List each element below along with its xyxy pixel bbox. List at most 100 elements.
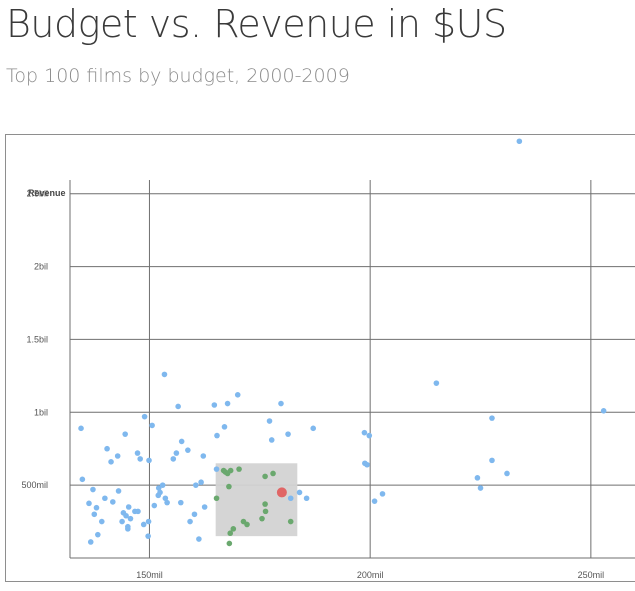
data-point[interactable] [211, 402, 218, 408]
highlighted-data-point[interactable] [227, 467, 234, 474]
data-point[interactable] [162, 495, 169, 502]
data-point[interactable] [310, 425, 317, 432]
data-point[interactable] [134, 450, 141, 456]
data-point[interactable] [213, 466, 220, 472]
data-point[interactable] [379, 491, 386, 497]
highlighted-data-point[interactable] [226, 540, 233, 547]
y-tick-label: 500mil [21, 480, 48, 490]
data-point[interactable] [104, 445, 110, 452]
data-point[interactable] [87, 539, 94, 545]
data-point[interactable] [371, 498, 378, 504]
y-tick-label: 2.5bil [26, 189, 48, 199]
data-point[interactable] [285, 431, 291, 437]
data-point[interactable] [115, 488, 122, 494]
data-point[interactable] [151, 502, 158, 509]
data-point[interactable] [489, 415, 495, 421]
data-point[interactable] [489, 457, 495, 464]
data-point[interactable] [98, 518, 105, 525]
highlighted-data-point[interactable] [226, 483, 232, 490]
data-point[interactable] [110, 499, 116, 505]
x-tick-label: 200mil [357, 570, 384, 580]
data-point[interactable] [141, 413, 148, 420]
data-point[interactable] [173, 450, 180, 456]
data-point[interactable] [170, 456, 177, 462]
data-point[interactable] [268, 437, 275, 443]
data-point[interactable] [157, 489, 163, 496]
data-point[interactable] [108, 459, 114, 465]
data-point[interactable] [477, 485, 484, 491]
data-point[interactable] [164, 499, 170, 506]
data-point[interactable] [140, 521, 147, 528]
data-point[interactable] [278, 400, 284, 407]
data-point[interactable] [234, 392, 241, 398]
data-point[interactable] [122, 431, 128, 437]
data-point[interactable] [224, 400, 231, 407]
data-point[interactable] [93, 504, 100, 511]
data-point[interactable] [193, 482, 199, 488]
page-subtitle: Top 100 films by budget, 2000-2009 [6, 65, 350, 87]
data-point[interactable] [175, 403, 181, 410]
data-point[interactable] [119, 518, 125, 525]
data-point[interactable] [145, 533, 151, 539]
data-point[interactable] [474, 475, 481, 481]
data-point[interactable] [366, 432, 373, 439]
highlighted-data-point[interactable] [262, 508, 269, 515]
data-point[interactable] [79, 476, 86, 483]
data-point[interactable] [191, 511, 198, 518]
data-point[interactable] [214, 432, 220, 439]
data-point[interactable] [161, 371, 168, 378]
chart-frame [5, 134, 635, 582]
data-point[interactable] [86, 500, 92, 507]
data-point[interactable] [200, 453, 207, 459]
data-point[interactable] [221, 424, 228, 430]
data-point[interactable] [516, 138, 523, 145]
data-point[interactable] [155, 485, 162, 491]
highlighted-data-point[interactable] [236, 466, 242, 472]
highlighted-data-point[interactable] [270, 470, 276, 477]
data-point[interactable] [145, 518, 152, 525]
highlighted-data-point[interactable] [244, 521, 250, 528]
data-point[interactable] [287, 495, 294, 502]
data-point[interactable] [102, 495, 108, 502]
data-point[interactable] [125, 504, 132, 510]
data-point[interactable] [504, 470, 510, 477]
data-point[interactable] [135, 508, 141, 515]
data-point[interactable] [159, 482, 166, 488]
highlighted-data-point[interactable] [230, 526, 237, 532]
data-point[interactable] [127, 515, 134, 522]
highlighted-data-point[interactable] [227, 530, 234, 537]
selected-point[interactable] [276, 487, 287, 498]
data-point[interactable] [198, 479, 204, 486]
data-point[interactable] [364, 461, 370, 468]
highlighted-data-point[interactable] [213, 495, 220, 502]
data-point[interactable] [137, 456, 143, 462]
highlighted-data-point[interactable] [262, 473, 268, 480]
highlighted-data-point[interactable] [287, 518, 294, 525]
data-point[interactable] [361, 429, 368, 436]
data-point[interactable] [125, 526, 131, 532]
data-point[interactable] [95, 531, 101, 538]
data-point[interactable] [146, 457, 152, 464]
y-axis-title: Revenue [28, 188, 66, 198]
highlighted-data-point[interactable] [259, 515, 265, 522]
data-point[interactable] [114, 453, 121, 459]
data-point[interactable] [177, 499, 184, 506]
data-point[interactable] [91, 511, 98, 518]
data-point[interactable] [600, 408, 607, 414]
data-point[interactable] [196, 536, 202, 542]
x-tick-label: 150mil [136, 570, 163, 580]
data-point[interactable] [187, 518, 193, 525]
data-point[interactable] [178, 438, 185, 445]
data-point[interactable] [185, 447, 191, 453]
data-point[interactable] [90, 486, 96, 493]
highlighted-data-point[interactable] [262, 501, 268, 507]
data-point[interactable] [433, 380, 440, 386]
data-point[interactable] [266, 418, 273, 424]
data-point[interactable] [296, 489, 303, 496]
data-point[interactable] [123, 512, 129, 519]
data-point[interactable] [78, 425, 84, 432]
data-point[interactable] [201, 504, 208, 510]
data-point[interactable] [303, 495, 310, 502]
data-point[interactable] [149, 422, 155, 429]
